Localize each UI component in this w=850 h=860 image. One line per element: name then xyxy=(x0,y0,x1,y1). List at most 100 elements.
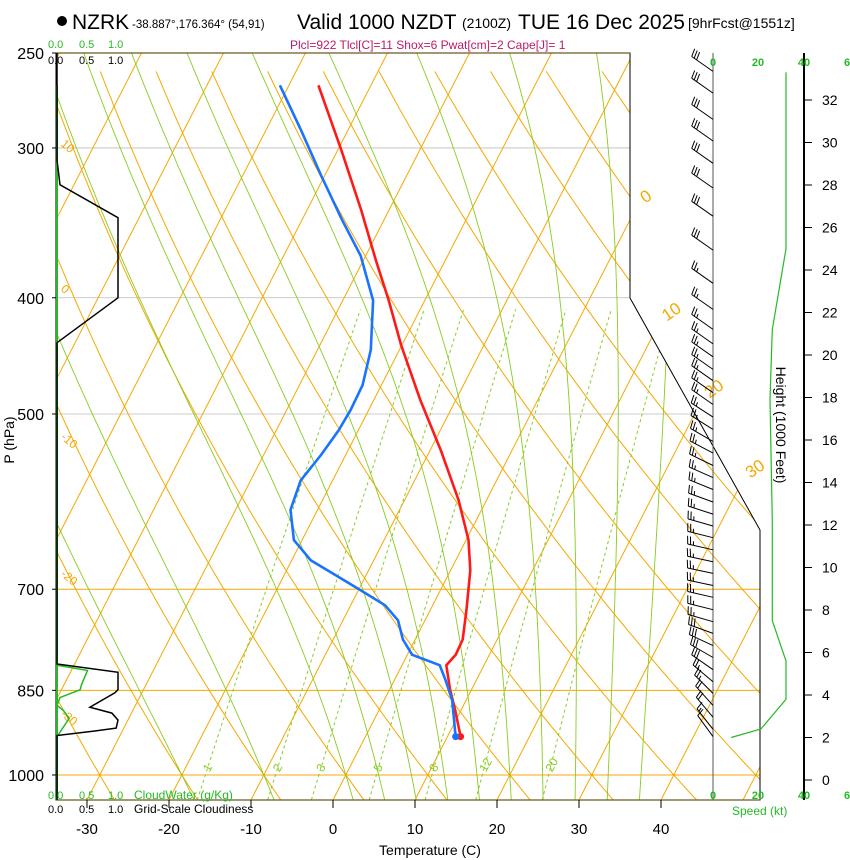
height-tick-label: 8 xyxy=(822,602,830,618)
tick-label: 0.0 xyxy=(48,790,63,802)
wind-barb xyxy=(691,357,714,382)
thermo-grid xyxy=(56,53,760,800)
isotherm-line xyxy=(414,53,760,800)
dry-adiabat-line xyxy=(322,71,760,800)
valid-time: Valid 1000 NZDT xyxy=(297,11,457,34)
wind-barb xyxy=(691,646,714,671)
isotherm-label: 30 xyxy=(742,456,768,482)
y-tick-label: 850 xyxy=(17,683,44,700)
mixing-ratio-line xyxy=(196,309,361,800)
tick-label: 0.0 xyxy=(48,39,63,51)
moist-adiabat-line xyxy=(416,53,544,800)
wind-barb xyxy=(688,471,714,490)
cloudiness-label: Grid-Scale Cloudiness xyxy=(134,802,253,816)
wind-barb xyxy=(691,227,714,251)
height-tick-label: 20 xyxy=(822,347,838,363)
moist-adiabat-line xyxy=(56,53,275,800)
mixing-ratio-line xyxy=(475,309,612,800)
dry-adiabat-line xyxy=(378,71,760,800)
isotherm-line xyxy=(56,53,224,800)
wind-barb xyxy=(697,708,714,737)
moist-adiabat-line xyxy=(638,53,673,800)
wind-barb xyxy=(696,701,714,730)
height-tick-label: 28 xyxy=(822,177,838,193)
moist-adiabat-line xyxy=(596,53,619,800)
wind-barbs xyxy=(686,48,714,800)
moist-adiabat-line xyxy=(131,53,417,800)
x-tick-label: -10 xyxy=(240,821,262,838)
wind-barb xyxy=(691,334,714,358)
x-tick-label: 20 xyxy=(489,821,506,838)
wind-barb xyxy=(688,458,714,479)
x-tick-label: 30 xyxy=(571,821,588,838)
isotherm-line xyxy=(496,53,760,800)
wind-barb xyxy=(694,667,714,694)
station-dot-icon xyxy=(57,16,67,26)
dewpoint-line-surface-dot xyxy=(452,733,460,741)
wind-barb xyxy=(691,48,714,72)
x-tick-label: 0 xyxy=(329,821,337,838)
mixing-ratio-label: 12 xyxy=(476,755,495,774)
wind-barb xyxy=(690,407,714,430)
wind-barb xyxy=(691,96,714,120)
cloud-top-ticks: 0.0 0.5 1.0 0.0 0.5 1.0 xyxy=(48,39,123,67)
wind-barb xyxy=(692,657,714,683)
dry-adiabat-line xyxy=(211,71,697,800)
speed-tick-label: 6 xyxy=(844,57,850,69)
tick-label: 0.0 xyxy=(48,804,63,816)
wind-barb xyxy=(689,432,714,454)
dewpoint-line xyxy=(278,84,457,737)
tick-label: 0.5 xyxy=(79,804,94,816)
tick-label: 1.0 xyxy=(108,804,123,816)
height-tick-label: 18 xyxy=(822,390,838,406)
mixing-ratio-label: 3 xyxy=(313,761,329,774)
wind-barb xyxy=(687,583,714,598)
dry-adiabat-line xyxy=(267,71,760,800)
mixing-ratio-line xyxy=(310,309,465,800)
wind-barb xyxy=(690,394,714,418)
wind-barb xyxy=(691,381,714,405)
x-tick-label: 40 xyxy=(653,821,670,838)
isotherm-line xyxy=(742,53,760,800)
height-tick-label: 16 xyxy=(822,432,838,448)
wind-barb xyxy=(691,286,714,310)
isotherm-line xyxy=(168,53,552,800)
wind-barb xyxy=(687,523,714,539)
speed-tick-label: 0 xyxy=(710,790,716,802)
wind-barb xyxy=(688,484,714,503)
wind-barb xyxy=(691,346,714,370)
y-tick-label: 250 xyxy=(17,46,44,63)
height-axis-title: Height (1000 Feet) xyxy=(773,367,789,484)
valid-date: TUE 16 Dec 2025 xyxy=(518,11,685,34)
wind-barb xyxy=(687,497,714,515)
mixing-ratio-label: 1 xyxy=(200,761,216,774)
dry-adiabat-line xyxy=(155,71,614,800)
y-tick-label: 500 xyxy=(17,407,44,424)
wind-barb xyxy=(691,193,714,217)
wind-barb xyxy=(695,679,714,706)
moist-adiabat-line xyxy=(56,53,195,800)
speed-panel: 0 20 40 60 20 40 6 xyxy=(710,53,850,802)
wind-barb xyxy=(688,616,714,634)
y-tick-label: 400 xyxy=(17,291,44,308)
cloudwater-label: CloudWater (g/Kg) xyxy=(134,788,233,802)
wind-barb xyxy=(686,548,714,563)
x-tick-label: 10 xyxy=(407,821,424,838)
isotherm-label: 0 xyxy=(637,186,656,207)
tick-label: 0.5 xyxy=(79,39,94,51)
wind-barb xyxy=(687,595,714,611)
y-tick-label: 1000 xyxy=(8,768,44,785)
tick-label: 1.0 xyxy=(108,790,123,802)
isotherm-label: 20 xyxy=(701,376,727,402)
x-tick-label: -20 xyxy=(158,821,180,838)
wind-barb xyxy=(695,690,714,718)
wind-barb xyxy=(691,140,714,164)
speed-tick-label: 6 xyxy=(844,790,850,802)
speed-tick-label: 40 xyxy=(798,57,810,69)
height-tick-label: 26 xyxy=(822,220,838,236)
x-axis-title: Temperature (C) xyxy=(379,842,481,858)
temperature-line xyxy=(317,84,472,737)
height-tick-label: 22 xyxy=(822,305,838,321)
plot-frame xyxy=(55,52,761,801)
